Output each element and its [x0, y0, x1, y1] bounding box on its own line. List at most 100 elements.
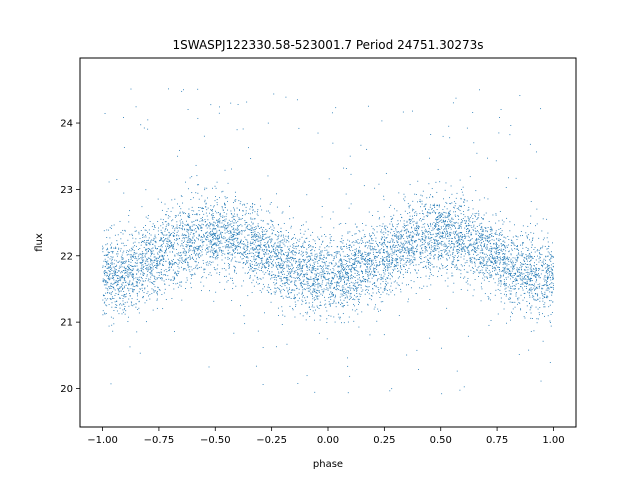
data-point: [341, 322, 342, 324]
data-point: [168, 215, 169, 217]
data-point: [137, 309, 139, 310]
data-point: [430, 257, 432, 259]
data-point: [410, 232, 412, 234]
data-point: [542, 288, 544, 290]
data-point: [120, 248, 122, 250]
data-point: [456, 242, 458, 244]
data-point: [394, 249, 396, 251]
data-point: [102, 247, 104, 249]
data-point: [413, 251, 415, 253]
data-point: [214, 242, 216, 244]
data-point: [523, 316, 525, 318]
data-point: [224, 241, 226, 243]
data-point: [358, 260, 360, 262]
data-point: [478, 272, 480, 274]
data-point: [519, 244, 521, 246]
data-point: [267, 273, 269, 275]
data-point: [469, 217, 471, 219]
data-point: [235, 237, 237, 239]
data-point: [108, 273, 110, 275]
data-point: [536, 250, 538, 252]
data-point: [186, 230, 188, 232]
data-point: [409, 243, 411, 245]
data-point: [232, 235, 234, 237]
data-point: [261, 260, 263, 262]
data-point: [483, 246, 485, 248]
data-point: [106, 271, 108, 273]
data-point: [438, 211, 440, 213]
data-point: [430, 246, 432, 248]
data-point: [534, 289, 536, 290]
data-point: [440, 213, 442, 215]
data-point: [529, 270, 531, 272]
data-point: [424, 209, 426, 210]
data-point: [212, 206, 214, 208]
data-point: [162, 255, 164, 257]
data-point: [355, 233, 357, 235]
data-point: [338, 251, 340, 253]
data-point: [509, 221, 511, 223]
data-point: [192, 197, 194, 199]
data-point: [483, 214, 485, 216]
data-point: [340, 299, 342, 301]
data-point: [430, 284, 432, 286]
data-point: [373, 275, 375, 277]
data-point: [289, 292, 291, 294]
data-point: [491, 275, 493, 277]
data-point: [496, 247, 498, 249]
data-point: [221, 207, 223, 209]
data-point: [313, 283, 315, 285]
data-point: [355, 255, 356, 257]
data-point: [480, 250, 482, 251]
data-point: [358, 252, 360, 253]
data-point: [211, 246, 213, 248]
data-point: [343, 295, 345, 296]
data-point: [349, 275, 351, 277]
data-point: [550, 257, 551, 259]
data-point: [533, 232, 535, 234]
data-point: [510, 239, 512, 241]
data-point: [360, 293, 362, 295]
data-point: [276, 244, 278, 246]
data-point: [517, 253, 519, 255]
data-point: [462, 246, 464, 248]
data-point: [403, 220, 405, 222]
data-point: [310, 271, 312, 273]
data-point: [168, 231, 170, 233]
data-point: [106, 262, 108, 264]
data-point: [151, 243, 153, 245]
data-point: [502, 270, 504, 272]
data-point: [472, 208, 474, 210]
data-point: [314, 261, 316, 263]
data-point: [245, 212, 247, 214]
data-point: [536, 293, 538, 295]
data-point: [319, 274, 321, 276]
data-point: [356, 241, 357, 243]
data-point: [245, 238, 247, 240]
data-point: [133, 278, 135, 279]
data-point: [257, 238, 259, 240]
data-point: [512, 288, 514, 290]
data-point: [106, 261, 108, 263]
data-point: [186, 228, 188, 230]
data-point: [409, 237, 411, 239]
data-point: [271, 256, 273, 258]
data-point: [449, 224, 451, 226]
data-point: [329, 293, 330, 295]
data-point: [171, 266, 172, 268]
data-point: [143, 253, 145, 255]
data-point: [504, 288, 506, 290]
data-point: [173, 244, 175, 246]
data-point: [213, 234, 215, 236]
data-point: [499, 252, 501, 254]
data-point: [430, 212, 432, 214]
data-point: [338, 265, 340, 267]
data-point: [321, 261, 323, 263]
data-point: [222, 215, 224, 217]
data-point: [530, 223, 531, 224]
data-point: [199, 252, 201, 254]
data-point: [155, 258, 157, 260]
data-point: [413, 235, 414, 237]
data-point: [258, 266, 260, 268]
data-point: [130, 265, 131, 266]
